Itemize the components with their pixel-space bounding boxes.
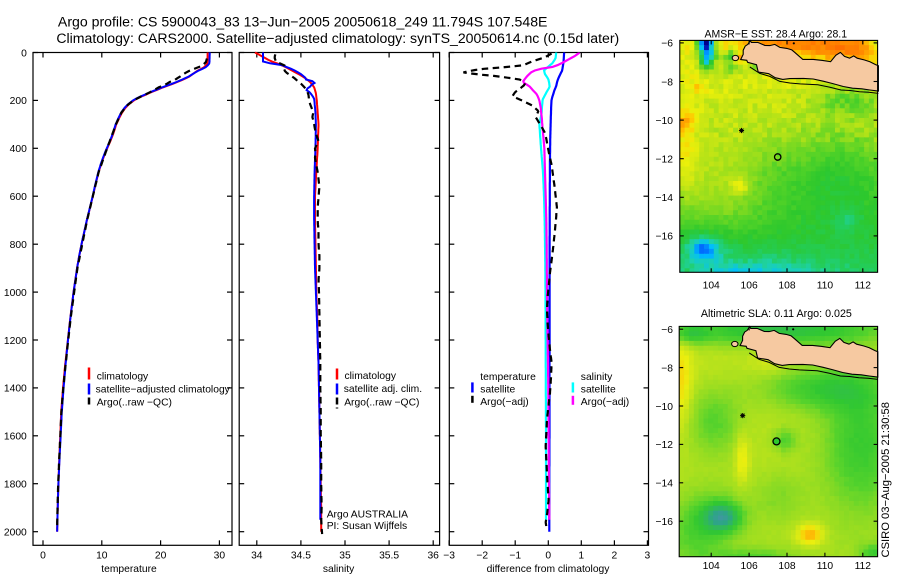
svg-text:CSIRO 03−Aug−2005 21:30:58: CSIRO 03−Aug−2005 21:30:58 xyxy=(880,402,892,558)
svg-text:30: 30 xyxy=(214,551,226,562)
svg-text:Climatology: CARS2000. Satelli: Climatology: CARS2000. Satellite−adjuste… xyxy=(56,30,619,46)
svg-text:36: 36 xyxy=(427,551,439,562)
svg-text:−16: −16 xyxy=(656,232,674,243)
svg-text:0: 0 xyxy=(545,551,551,562)
svg-text:Argo(..raw −QC): Argo(..raw −QC) xyxy=(97,398,172,409)
svg-text:−8: −8 xyxy=(661,77,673,88)
svg-text:104: 104 xyxy=(703,280,720,291)
svg-text:−2: −2 xyxy=(476,551,488,562)
svg-text:satellite−adjusted climatology: satellite−adjusted climatology xyxy=(96,385,231,396)
svg-text:200: 200 xyxy=(10,96,27,107)
svg-text:1200: 1200 xyxy=(4,336,27,347)
svg-text:−12: −12 xyxy=(656,440,674,451)
svg-text:Altimetric SLA: 0.11 Argo: 0.0: Altimetric SLA: 0.11 Argo: 0.025 xyxy=(701,308,852,320)
svg-text:112: 112 xyxy=(855,280,872,291)
svg-text:1400: 1400 xyxy=(4,384,27,395)
svg-text:salinity: salinity xyxy=(581,372,613,383)
svg-text:−6: −6 xyxy=(661,39,673,50)
svg-text:0: 0 xyxy=(21,48,27,59)
svg-text:−1: −1 xyxy=(509,551,521,562)
svg-text:110: 110 xyxy=(817,561,834,572)
svg-text:difference from climatology: difference from climatology xyxy=(487,564,611,575)
svg-text:34: 34 xyxy=(251,551,263,562)
svg-text:800: 800 xyxy=(10,240,27,251)
svg-text:600: 600 xyxy=(10,192,27,203)
svg-text:satellite: satellite xyxy=(581,384,616,395)
svg-text:104: 104 xyxy=(703,561,720,572)
svg-text:0: 0 xyxy=(40,551,46,562)
svg-text:Argo profile: CS 5900043_83 13: Argo profile: CS 5900043_83 13−Jun−2005 … xyxy=(58,14,548,30)
svg-text:climatology: climatology xyxy=(345,371,397,382)
svg-text:108: 108 xyxy=(778,280,795,291)
svg-text:PI: Susan Wijffels: PI: Susan Wijffels xyxy=(327,521,408,532)
svg-text:−16: −16 xyxy=(656,517,674,528)
svg-text:salinity: salinity xyxy=(323,564,355,575)
svg-text:climatology: climatology xyxy=(97,372,149,383)
svg-text:satellite: satellite xyxy=(480,384,515,395)
svg-text:2000: 2000 xyxy=(4,528,27,539)
svg-text:−14: −14 xyxy=(656,479,674,490)
svg-text:Argo(−adj): Argo(−adj) xyxy=(581,397,629,408)
svg-text:−12: −12 xyxy=(656,155,674,166)
svg-text:34.5: 34.5 xyxy=(291,551,311,562)
svg-text:1: 1 xyxy=(578,551,584,562)
svg-text:satellite adj. clim.: satellite adj. clim. xyxy=(344,384,422,395)
svg-text:−8: −8 xyxy=(661,363,673,374)
svg-text:112: 112 xyxy=(855,561,872,572)
svg-text:Argo AUSTRALIA: Argo AUSTRALIA xyxy=(327,509,408,520)
svg-text:Argo(..raw −QC): Argo(..raw −QC) xyxy=(344,398,419,409)
svg-text:20: 20 xyxy=(155,551,167,562)
svg-text:35: 35 xyxy=(339,551,351,562)
svg-text:−10: −10 xyxy=(656,116,674,127)
svg-text:−10: −10 xyxy=(656,402,674,413)
svg-text:−3: −3 xyxy=(443,551,455,562)
svg-text:10: 10 xyxy=(96,551,108,562)
svg-text:AMSR−E SST: 28.4 Argo: 28.1: AMSR−E SST: 28.4 Argo: 28.1 xyxy=(705,28,848,40)
svg-text:400: 400 xyxy=(10,144,27,155)
svg-text:−14: −14 xyxy=(656,193,674,204)
svg-text:106: 106 xyxy=(741,561,758,572)
svg-text:3: 3 xyxy=(645,551,651,562)
svg-text:1600: 1600 xyxy=(4,432,27,443)
svg-text:temperature: temperature xyxy=(480,372,536,383)
svg-text:−6: −6 xyxy=(661,325,673,336)
svg-text:1000: 1000 xyxy=(4,288,27,299)
svg-text:1800: 1800 xyxy=(4,480,27,491)
svg-text:temperature: temperature xyxy=(101,564,157,575)
svg-text:108: 108 xyxy=(778,561,795,572)
svg-text:2: 2 xyxy=(612,551,618,562)
svg-text:110: 110 xyxy=(817,280,834,291)
svg-text:106: 106 xyxy=(741,280,758,291)
svg-text:Argo(−adj): Argo(−adj) xyxy=(480,397,528,408)
svg-text:35.5: 35.5 xyxy=(379,551,399,562)
